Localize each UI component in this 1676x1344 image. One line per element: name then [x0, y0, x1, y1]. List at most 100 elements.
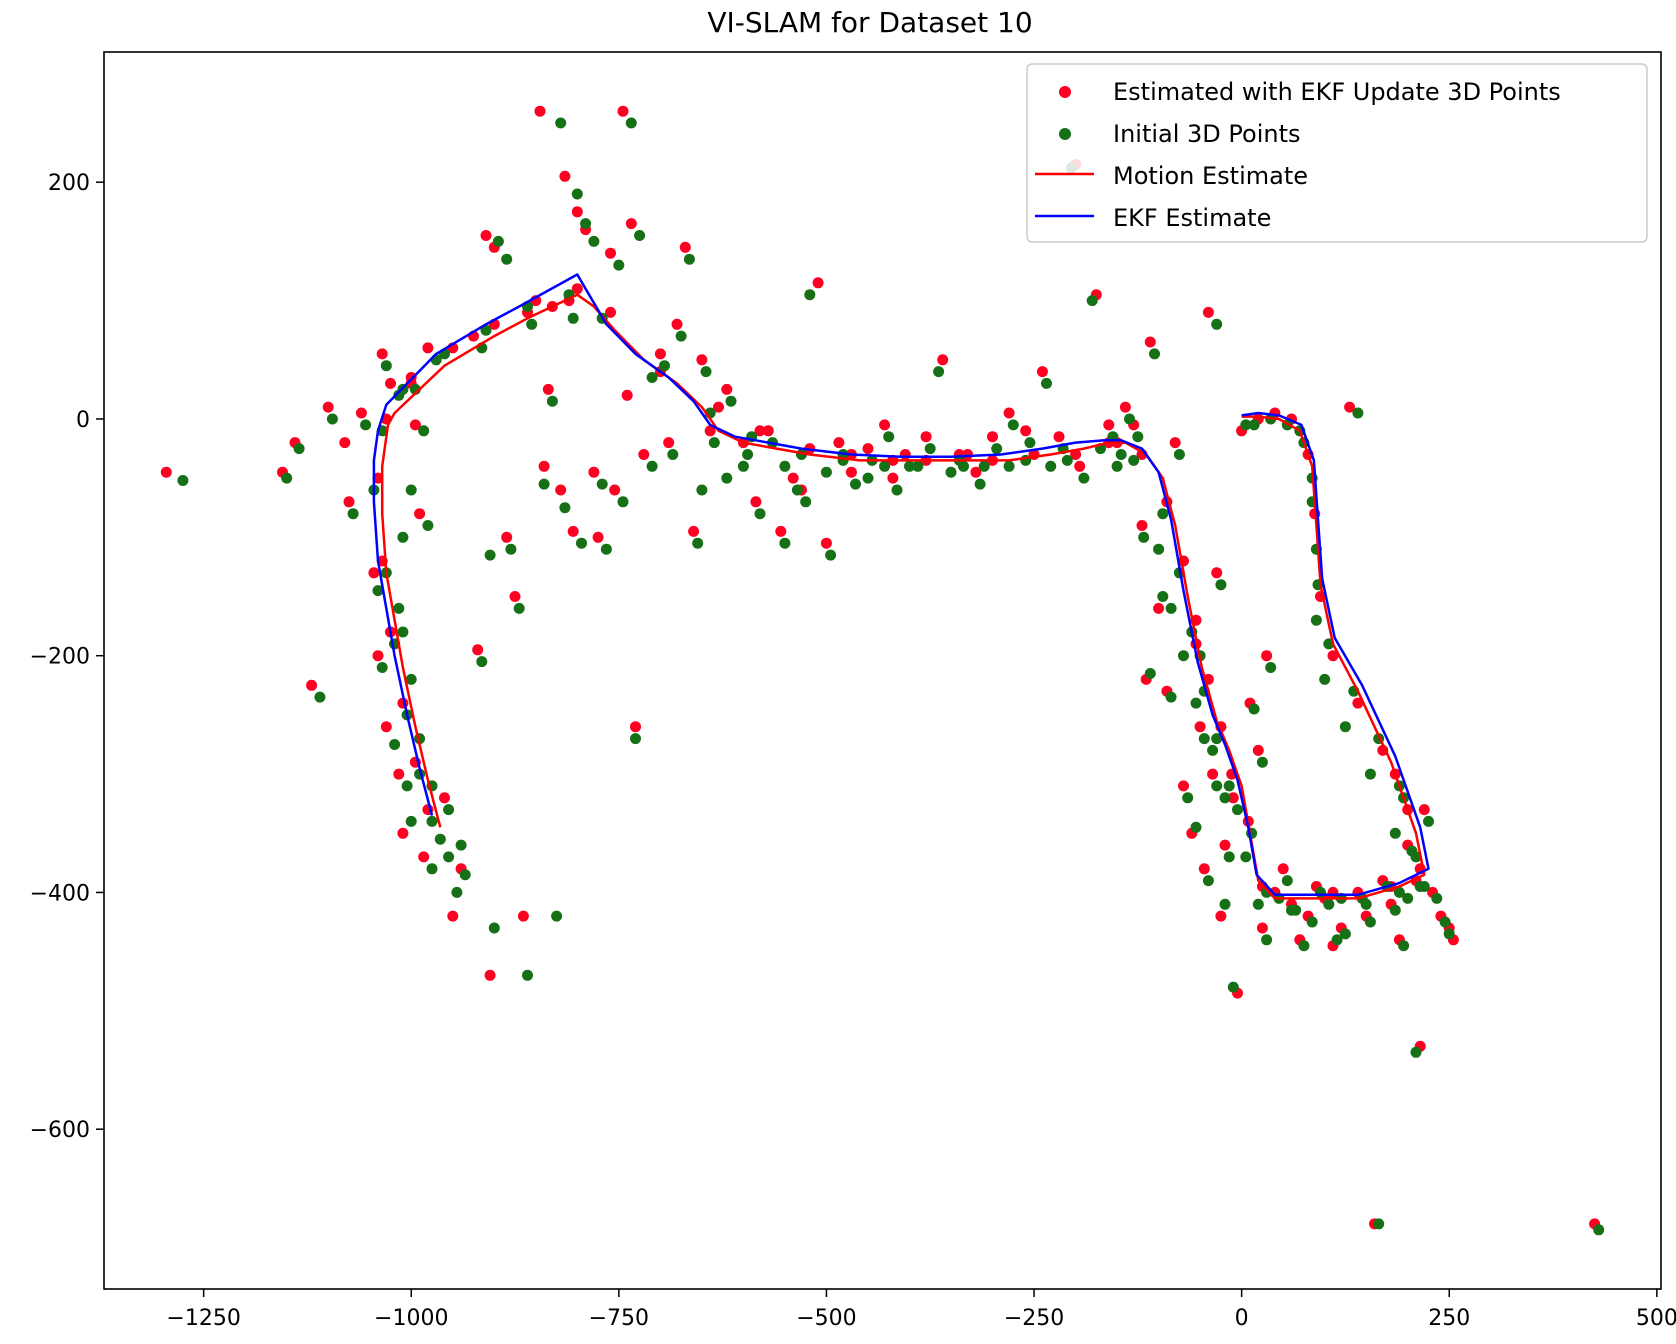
initial-point-93 [1165, 691, 1177, 703]
estimated-point-3 [306, 679, 318, 691]
estimated-point-178 [1352, 697, 1364, 709]
estimated-point-22 [447, 910, 459, 922]
estimated-point-92 [1144, 336, 1156, 348]
estimated-point-145 [754, 425, 766, 437]
estimated-point-53 [663, 437, 675, 449]
initial-point-68 [850, 478, 861, 490]
initial-point-115 [1298, 940, 1310, 952]
initial-point-132 [1423, 815, 1434, 827]
initial-point-83 [1078, 472, 1090, 484]
initial-point-44 [600, 543, 612, 555]
estimated-point-84 [1074, 460, 1086, 472]
estimated-point-55 [679, 241, 691, 253]
initial-point-39 [571, 188, 583, 200]
estimated-point-43 [588, 466, 600, 478]
initial-point-145 [646, 372, 658, 383]
estimated-point-111 [1256, 922, 1268, 934]
initial-point-88 [1132, 431, 1144, 443]
estimated-point-35 [542, 383, 554, 395]
initial-point-117 [1315, 886, 1326, 898]
initial-point-53 [675, 330, 687, 342]
estimated-point-104 [1215, 910, 1227, 922]
initial-point-203 [1153, 543, 1165, 555]
initial-point-79 [1024, 437, 1036, 449]
estimated-point-8 [368, 567, 380, 579]
y-tick-label-0: 200 [48, 171, 90, 196]
estimated-point-100 [1198, 863, 1210, 875]
initial-point-16 [418, 425, 430, 437]
estimated-point-17 [409, 419, 421, 431]
initial-point-110 [1261, 934, 1273, 946]
initial-point-13 [401, 780, 413, 792]
initial-point-218 [1319, 673, 1331, 685]
estimated-point-67 [820, 537, 832, 549]
estimated-point-27 [484, 969, 496, 981]
initial-point-33 [538, 478, 550, 490]
initial-point-103 [1219, 898, 1231, 910]
initial-point-123 [1364, 916, 1376, 928]
initial-point-92 [1157, 591, 1169, 602]
initial-point-59 [742, 449, 754, 460]
estimated-point-82 [1053, 431, 1065, 443]
estimated-point-66 [812, 277, 824, 289]
initial-point-193 [737, 460, 749, 472]
x-axis: −1250 −1000 −750 −500 −250 0 250 500 [166, 1289, 1676, 1331]
estimated-point-57 [696, 354, 708, 366]
estimated-point-103 [1211, 567, 1223, 579]
initial-point-74 [933, 366, 945, 378]
initial-point-0 [177, 475, 189, 486]
estimated-point-122 [1344, 401, 1356, 413]
axes-frame [103, 51, 1662, 1290]
initial-point-215 [1389, 827, 1401, 839]
initial-point-3 [314, 691, 326, 703]
initial-point-73 [924, 443, 936, 455]
initial-point-113 [1281, 875, 1293, 887]
estimated-point-90 [1136, 520, 1148, 531]
estimated-point-105 [1219, 839, 1231, 851]
initial-point-202 [1111, 460, 1123, 472]
x-tick-label-4: −250 [1004, 1306, 1064, 1331]
initial-point-21 [451, 886, 463, 898]
estimated-point-47 [617, 105, 629, 117]
x-tick-label-0: −1250 [166, 1306, 240, 1331]
initial-point-95 [1182, 792, 1194, 804]
ekf-estimate-line [372, 273, 1430, 897]
initial-point-217 [1339, 721, 1351, 733]
x-tick-label-5: 0 [1235, 1306, 1249, 1331]
initial-point-10 [389, 739, 401, 750]
estimated-point-73 [899, 449, 911, 460]
initial-point-108 [1248, 703, 1260, 715]
initial-point-139 [912, 460, 924, 472]
initial-point-78 [1007, 419, 1019, 431]
initial-point-140 [879, 460, 891, 472]
initial-point-28 [501, 253, 513, 265]
initial-point-99 [1202, 875, 1214, 887]
initial-point-124 [1373, 1218, 1385, 1230]
estimated-point-45 [605, 247, 616, 259]
estimated-point-149 [571, 283, 583, 295]
initial-point-206 [1190, 697, 1202, 709]
initial-point-111 [1265, 662, 1277, 673]
estimated-point-30 [509, 591, 521, 602]
estimated-point-179 [1327, 650, 1339, 662]
y-axis: 200 0 −200 −400 −600 [30, 171, 104, 1143]
estimated-point-88 [1119, 401, 1131, 413]
estimated-point-102 [1207, 768, 1219, 780]
initial-point-196 [779, 460, 791, 472]
estimated-point-41 [571, 206, 583, 218]
estimated-point-33 [534, 105, 546, 117]
estimated-point-72 [887, 472, 899, 484]
initial-point-32 [526, 318, 538, 330]
y-tick-label-1: 0 [76, 408, 90, 433]
initial-point-18 [426, 863, 438, 875]
chart-title: VI-SLAM for Dataset 10 [707, 6, 1032, 39]
estimated-point-75 [937, 354, 949, 366]
initial-point-194 [721, 472, 733, 484]
initial-point-205 [1178, 650, 1189, 662]
initial-point-116 [1306, 916, 1318, 928]
legend-label-estimated: Estimated with EKF Update 3D Points [1113, 78, 1561, 106]
initial-point-70 [883, 431, 895, 443]
estimated-point-15 [397, 827, 409, 839]
estimated-point-0 [160, 466, 172, 478]
